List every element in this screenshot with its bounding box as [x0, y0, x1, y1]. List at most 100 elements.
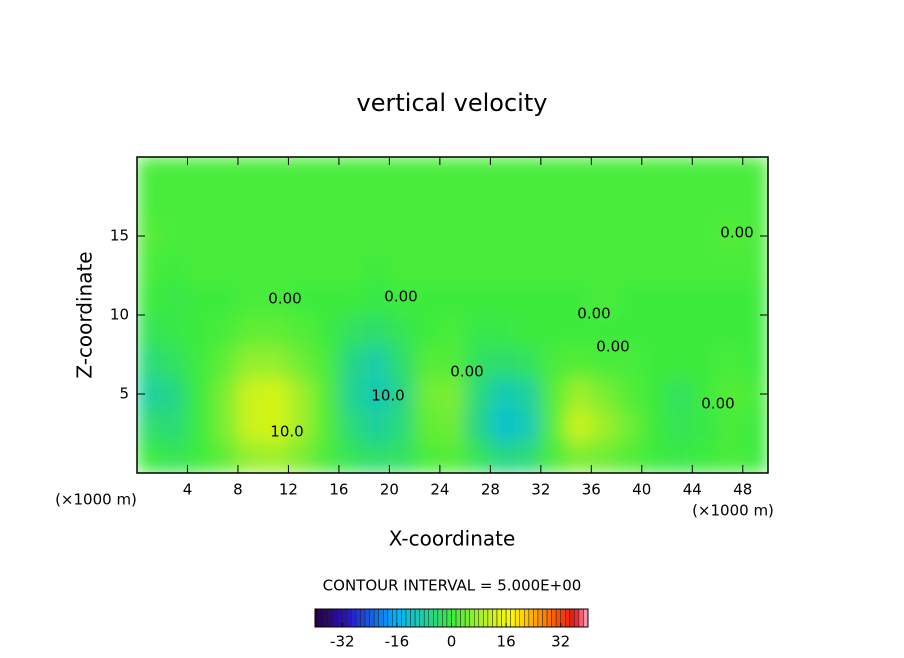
colorbar-swatch	[560, 608, 566, 628]
cell	[540, 346, 567, 379]
cell	[414, 282, 441, 316]
cell	[212, 440, 239, 473]
cell	[540, 282, 567, 316]
cell	[717, 219, 744, 253]
cell	[237, 377, 264, 411]
cell	[717, 346, 744, 379]
cell	[161, 251, 188, 284]
cell	[186, 282, 214, 316]
colorbar-swatch	[524, 608, 530, 628]
colorbar-swatch	[355, 608, 361, 628]
y-tick-label: 15	[110, 227, 129, 245]
cell	[363, 157, 390, 190]
cell	[388, 219, 416, 253]
cell	[489, 314, 517, 348]
cell	[565, 188, 592, 221]
colorbar-swatch	[433, 608, 439, 628]
cell	[515, 346, 542, 379]
cell	[489, 282, 517, 316]
cell	[565, 409, 592, 442]
cell	[262, 377, 289, 411]
colorbar-swatch	[542, 608, 548, 628]
cell	[590, 409, 618, 442]
cell	[439, 188, 466, 221]
cell	[186, 188, 214, 221]
cell	[742, 440, 768, 473]
cell	[363, 251, 390, 284]
colorbar-swatch	[492, 608, 498, 628]
colorbar-swatch	[533, 608, 539, 628]
x-tick-label: 16	[329, 481, 348, 499]
y-axis-label: Z-coordinate	[73, 251, 97, 378]
cell	[363, 188, 390, 221]
cell	[313, 440, 340, 473]
cell	[287, 409, 315, 442]
cell	[414, 188, 441, 221]
cell	[262, 440, 289, 473]
cell	[540, 157, 567, 190]
colorbar-swatch	[369, 608, 375, 628]
cell	[691, 346, 719, 379]
colorbar-swatch	[555, 608, 561, 628]
cell	[666, 314, 693, 348]
cell	[717, 377, 744, 411]
colorbar-swatch	[519, 608, 525, 628]
cell	[237, 188, 264, 221]
cell	[262, 314, 289, 348]
colorbar-swatch	[405, 608, 411, 628]
cell	[212, 251, 239, 284]
cell	[666, 346, 693, 379]
cell	[590, 314, 618, 348]
cell	[439, 282, 466, 316]
cell	[237, 440, 264, 473]
cell	[212, 282, 239, 316]
cell	[489, 251, 517, 284]
cell	[313, 188, 340, 221]
cell	[137, 440, 163, 473]
cell	[363, 409, 390, 442]
cell	[161, 377, 188, 411]
contour-label: 0.00	[450, 363, 483, 381]
colorbar-swatch	[319, 608, 325, 628]
cell	[161, 157, 188, 190]
cell	[388, 188, 416, 221]
cell	[363, 346, 390, 379]
cell	[237, 219, 264, 253]
cell	[641, 282, 668, 316]
cell	[313, 251, 340, 284]
cell	[515, 219, 542, 253]
y-tick-label: 10	[110, 306, 129, 324]
cell	[565, 440, 592, 473]
colorbar-swatch	[410, 608, 416, 628]
cell	[691, 409, 719, 442]
cell	[338, 188, 365, 221]
cell	[540, 440, 567, 473]
cell	[262, 251, 289, 284]
colorbar-swatch	[514, 608, 521, 628]
colorbar-swatch	[414, 608, 420, 628]
annotations: 0.00 10.0 0.00 10.0 0.00 0.00 0.00 0.00 0.00	[268, 224, 753, 441]
cell	[590, 157, 618, 190]
cell	[439, 314, 466, 348]
cell	[616, 188, 643, 221]
cell	[666, 377, 693, 411]
cell	[212, 409, 239, 442]
cell	[717, 440, 744, 473]
cell	[439, 157, 466, 190]
cell	[338, 440, 365, 473]
colorbar-swatch	[383, 608, 389, 628]
cell	[414, 440, 441, 473]
cell	[515, 314, 542, 348]
colorbar-swatch	[396, 608, 402, 628]
colorbar-tick-label: 0	[447, 633, 457, 651]
cell	[464, 157, 491, 190]
cell	[161, 282, 188, 316]
cell	[161, 409, 188, 442]
cell	[237, 157, 264, 190]
colorbar-swatch	[505, 608, 511, 628]
cell	[388, 377, 416, 411]
cell	[287, 377, 315, 411]
cell	[439, 409, 466, 442]
y-unit: (×1000 m)	[55, 491, 137, 509]
cell	[666, 188, 693, 221]
